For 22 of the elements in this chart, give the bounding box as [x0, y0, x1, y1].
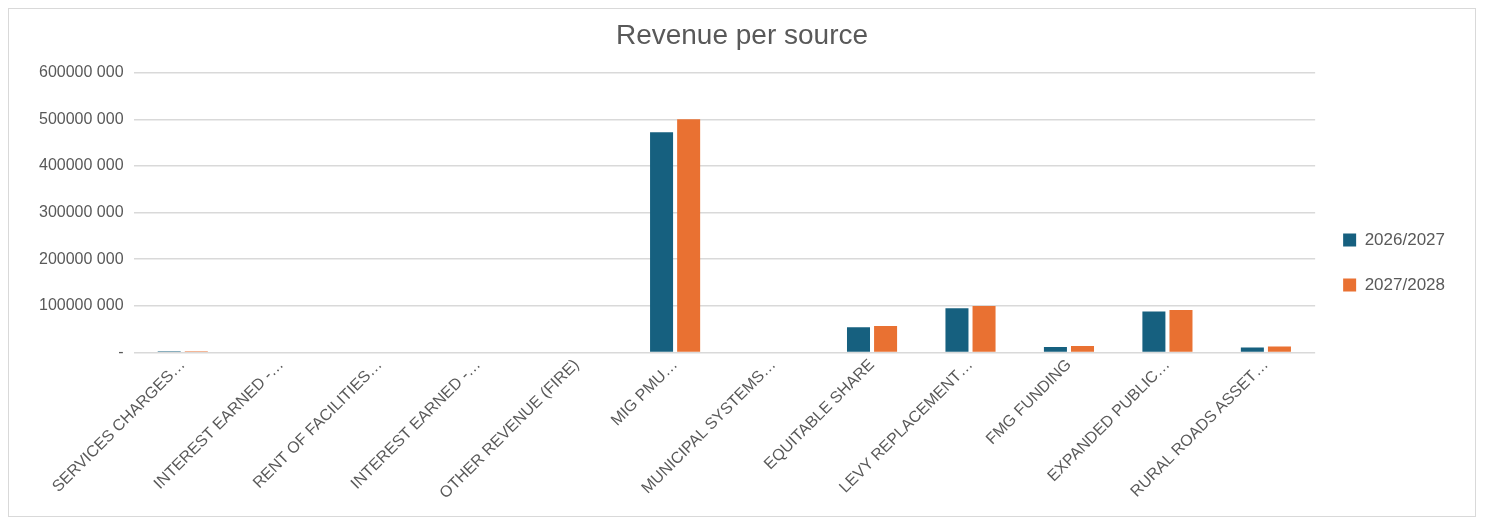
bar — [650, 132, 674, 352]
y-tick-label: - — [118, 342, 124, 360]
y-tick-label: 400000 000 — [39, 156, 124, 174]
legend-label: 2027/2028 — [1364, 274, 1446, 294]
y-tick-label: 500000 000 — [39, 109, 124, 127]
bar — [1043, 346, 1067, 352]
bar — [1240, 347, 1264, 352]
bar — [677, 119, 701, 352]
legend-label: 2026/2027 — [1364, 229, 1446, 249]
bar — [846, 327, 871, 352]
bar — [945, 308, 969, 352]
y-tick-label: 100000 000 — [39, 296, 124, 314]
bar — [874, 325, 898, 352]
chart-title: Revenue per source — [615, 18, 869, 50]
bar — [1142, 311, 1166, 352]
y-tick-label: 300000 000 — [39, 202, 124, 220]
bar — [1169, 310, 1193, 352]
bar — [1071, 346, 1095, 352]
bar — [1267, 346, 1291, 352]
y-tick-label: 600000 000 — [39, 63, 124, 81]
bar — [972, 305, 996, 352]
y-tick-label: 200000 000 — [39, 249, 124, 267]
